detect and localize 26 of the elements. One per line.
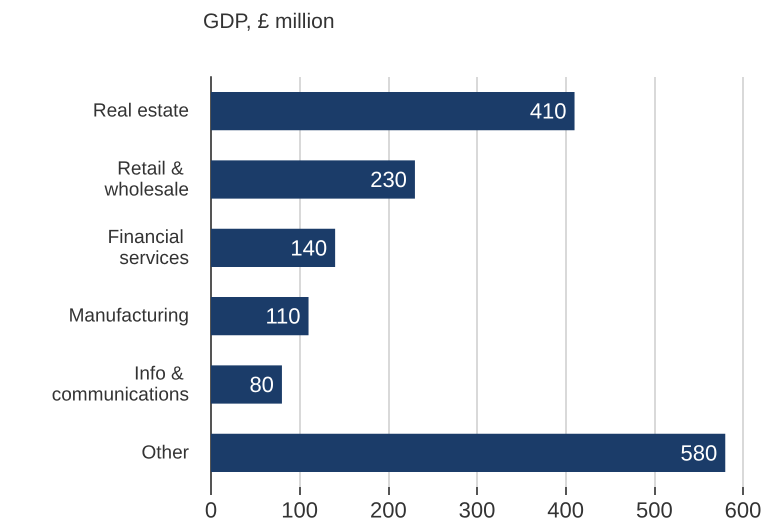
- data-label: 110: [265, 304, 301, 329]
- chart-title: GDP, £ million: [203, 10, 334, 33]
- x-tick-label: 100: [281, 498, 318, 522]
- data-label: 230: [370, 167, 407, 192]
- x-tick-label: 600: [724, 498, 762, 522]
- bar: [211, 365, 282, 404]
- y-tick-label: Info & communications: [52, 364, 189, 406]
- x-tick-label: 500: [636, 498, 673, 522]
- x-tick-label: 400: [547, 498, 584, 522]
- y-tick-label: Manufacturing: [68, 306, 189, 327]
- x-tick-label: 0: [204, 498, 218, 522]
- data-label: 80: [249, 372, 274, 397]
- y-tick-label: Other: [141, 442, 190, 464]
- y-tick-label: Retail & wholesale: [104, 158, 189, 200]
- bar: [211, 92, 575, 130]
- data-label: 140: [290, 235, 328, 260]
- y-tick-label: Financial services: [108, 226, 189, 269]
- x-tick-label: 200: [370, 498, 407, 522]
- bar: [211, 297, 309, 336]
- x-tick-label: 300: [458, 498, 496, 522]
- data-label: 580: [680, 440, 718, 466]
- y-tick-label: Real estate: [92, 100, 189, 122]
- bar: [211, 160, 415, 199]
- bar: [211, 434, 726, 472]
- bar: [211, 228, 336, 267]
- data-label: 410: [530, 98, 567, 124]
